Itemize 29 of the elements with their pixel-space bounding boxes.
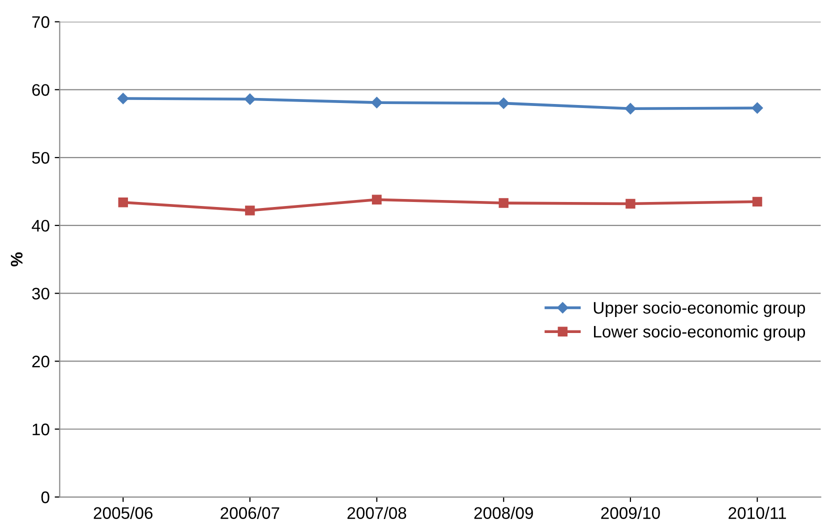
x-tick-label: 2005/06 (94, 506, 152, 519)
x-tick-label: 2007/08 (348, 506, 406, 519)
point (118, 92, 129, 104)
x-tick-label: 2009/10 (601, 506, 660, 519)
point (624, 103, 636, 114)
y-tick-label: 40 (32, 220, 50, 232)
point (498, 198, 508, 208)
y-tick-label: 60 (32, 84, 50, 96)
point (245, 206, 255, 216)
y-tick-label: 50 (32, 152, 50, 164)
point (498, 98, 510, 109)
legend-label: Lower socio-economic group (594, 325, 806, 341)
point (118, 198, 128, 208)
point (752, 196, 762, 207)
y-tick-label: 30 (32, 288, 50, 300)
y-axis-title: % (10, 252, 23, 266)
x-tick-label: 2006/07 (220, 506, 280, 519)
y-tick-label: 70 (32, 16, 50, 28)
point (244, 94, 256, 105)
point (752, 102, 763, 114)
y-tick-label: 20 (32, 356, 50, 368)
y-tick-label: 10 (32, 424, 50, 436)
x-tick-label: 2008/09 (474, 506, 533, 519)
point (372, 194, 382, 205)
legend-label: Upper socio-economic group (594, 301, 806, 318)
x-tick-label: 2010/11 (728, 506, 786, 519)
point (371, 96, 382, 108)
y-tick-label: 0 (41, 491, 50, 504)
point (626, 198, 636, 209)
